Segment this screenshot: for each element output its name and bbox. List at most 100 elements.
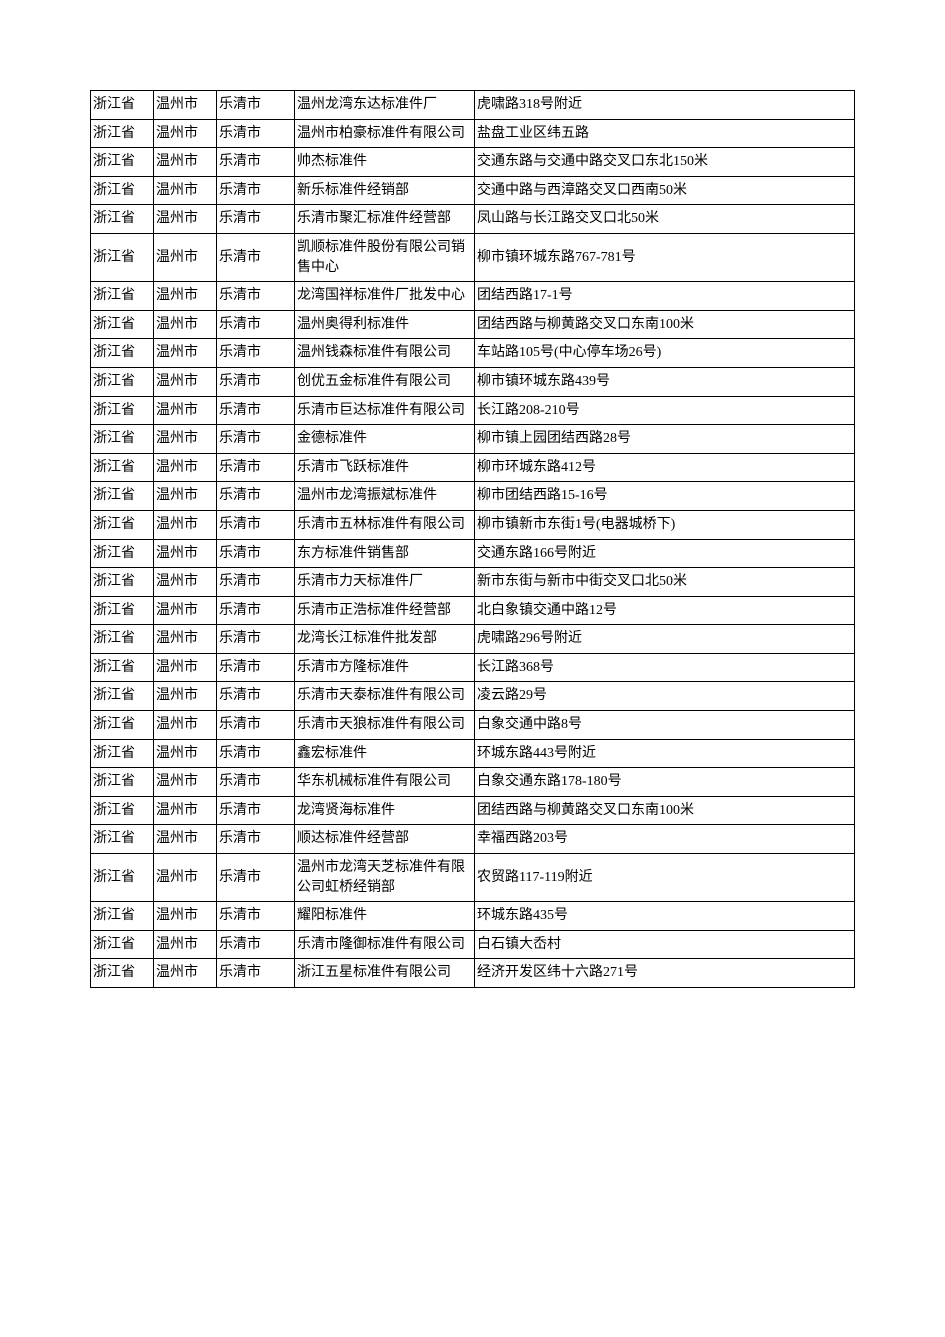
name-cell: 浙江五星标准件有限公司 [295,959,475,988]
name-cell: 龙湾国祥标准件厂批发中心 [295,282,475,311]
city-cell: 温州市 [154,825,217,854]
province-cell: 浙江省 [91,91,154,120]
city-cell: 温州市 [154,768,217,797]
name-cell: 龙湾贤海标准件 [295,796,475,825]
name-cell: 温州市柏豪标准件有限公司 [295,119,475,148]
county-cell: 乐清市 [217,282,295,311]
city-cell: 温州市 [154,453,217,482]
county-cell: 乐清市 [217,119,295,148]
city-cell: 温州市 [154,625,217,654]
name-cell: 乐清市隆御标准件有限公司 [295,930,475,959]
province-cell: 浙江省 [91,682,154,711]
province-cell: 浙江省 [91,367,154,396]
province-cell: 浙江省 [91,119,154,148]
address-cell: 新市东街与新市中街交叉口北50米 [475,568,855,597]
name-cell: 乐清市天狼标准件有限公司 [295,711,475,740]
county-cell: 乐清市 [217,625,295,654]
name-cell: 乐清市飞跃标准件 [295,453,475,482]
county-cell: 乐清市 [217,233,295,281]
table-row: 浙江省温州市乐清市乐清市聚汇标准件经营部凤山路与长江路交叉口北50米 [91,205,855,234]
city-cell: 温州市 [154,205,217,234]
county-cell: 乐清市 [217,796,295,825]
province-cell: 浙江省 [91,625,154,654]
province-cell: 浙江省 [91,233,154,281]
name-cell: 温州市龙湾振斌标准件 [295,482,475,511]
city-cell: 温州市 [154,425,217,454]
province-cell: 浙江省 [91,568,154,597]
table-row: 浙江省温州市乐清市帅杰标准件交通东路与交通中路交叉口东北150米 [91,148,855,177]
name-cell: 耀阳标准件 [295,902,475,931]
county-cell: 乐清市 [217,339,295,368]
name-cell: 乐清市聚汇标准件经营部 [295,205,475,234]
table-row: 浙江省温州市乐清市温州龙湾东达标准件厂虎啸路318号附近 [91,91,855,120]
name-cell: 华东机械标准件有限公司 [295,768,475,797]
city-cell: 温州市 [154,396,217,425]
table-row: 浙江省温州市乐清市温州奥得利标准件团结西路与柳黄路交叉口东南100米 [91,310,855,339]
county-cell: 乐清市 [217,682,295,711]
name-cell: 温州钱森标准件有限公司 [295,339,475,368]
county-cell: 乐清市 [217,367,295,396]
city-cell: 温州市 [154,796,217,825]
address-cell: 交通中路与西漳路交叉口西南50米 [475,176,855,205]
province-cell: 浙江省 [91,510,154,539]
city-cell: 温州市 [154,568,217,597]
address-cell: 虎啸路296号附近 [475,625,855,654]
province-cell: 浙江省 [91,539,154,568]
name-cell: 凯顺标准件股份有限公司销售中心 [295,233,475,281]
address-cell: 幸福西路203号 [475,825,855,854]
county-cell: 乐清市 [217,205,295,234]
city-cell: 温州市 [154,282,217,311]
county-cell: 乐清市 [217,510,295,539]
name-cell: 东方标准件销售部 [295,539,475,568]
address-cell: 环城东路443号附近 [475,739,855,768]
table-row: 浙江省温州市乐清市乐清市正浩标准件经营部北白象镇交通中路12号 [91,596,855,625]
address-cell: 柳市镇上园团结西路28号 [475,425,855,454]
name-cell: 鑫宏标准件 [295,739,475,768]
county-cell: 乐清市 [217,148,295,177]
city-cell: 温州市 [154,854,217,902]
name-cell: 乐清市巨达标准件有限公司 [295,396,475,425]
table-row: 浙江省温州市乐清市乐清市五林标准件有限公司柳市镇新市东街1号(电器城桥下) [91,510,855,539]
table-row: 浙江省温州市乐清市乐清市天狼标准件有限公司白象交通中路8号 [91,711,855,740]
table-row: 浙江省温州市乐清市凯顺标准件股份有限公司销售中心柳市镇环城东路767-781号 [91,233,855,281]
table-row: 浙江省温州市乐清市温州市柏豪标准件有限公司盐盘工业区纬五路 [91,119,855,148]
address-cell: 北白象镇交通中路12号 [475,596,855,625]
city-cell: 温州市 [154,539,217,568]
city-cell: 温州市 [154,653,217,682]
county-cell: 乐清市 [217,930,295,959]
address-cell: 盐盘工业区纬五路 [475,119,855,148]
city-cell: 温州市 [154,959,217,988]
province-cell: 浙江省 [91,796,154,825]
table-row: 浙江省温州市乐清市顺达标准件经营部幸福西路203号 [91,825,855,854]
name-cell: 创优五金标准件有限公司 [295,367,475,396]
province-cell: 浙江省 [91,739,154,768]
table-row: 浙江省温州市乐清市新乐标准件经销部交通中路与西漳路交叉口西南50米 [91,176,855,205]
table-row: 浙江省温州市乐清市金德标准件柳市镇上园团结西路28号 [91,425,855,454]
table-row: 浙江省温州市乐清市华东机械标准件有限公司白象交通东路178-180号 [91,768,855,797]
name-cell: 新乐标准件经销部 [295,176,475,205]
address-cell: 车站路105号(中心停车场26号) [475,339,855,368]
city-cell: 温州市 [154,739,217,768]
county-cell: 乐清市 [217,425,295,454]
name-cell: 乐清市正浩标准件经营部 [295,596,475,625]
county-cell: 乐清市 [217,653,295,682]
table-row: 浙江省温州市乐清市乐清市方隆标准件长江路368号 [91,653,855,682]
address-cell: 交通东路166号附近 [475,539,855,568]
province-cell: 浙江省 [91,205,154,234]
province-cell: 浙江省 [91,425,154,454]
city-cell: 温州市 [154,119,217,148]
address-cell: 柳市镇新市东街1号(电器城桥下) [475,510,855,539]
address-cell: 虎啸路318号附近 [475,91,855,120]
address-cell: 团结西路与柳黄路交叉口东南100米 [475,310,855,339]
province-cell: 浙江省 [91,310,154,339]
name-cell: 金德标准件 [295,425,475,454]
county-cell: 乐清市 [217,310,295,339]
county-cell: 乐清市 [217,739,295,768]
address-cell: 柳市环城东路412号 [475,453,855,482]
county-cell: 乐清市 [217,768,295,797]
province-cell: 浙江省 [91,148,154,177]
city-cell: 温州市 [154,339,217,368]
county-cell: 乐清市 [217,396,295,425]
city-cell: 温州市 [154,711,217,740]
name-cell: 乐清市方隆标准件 [295,653,475,682]
